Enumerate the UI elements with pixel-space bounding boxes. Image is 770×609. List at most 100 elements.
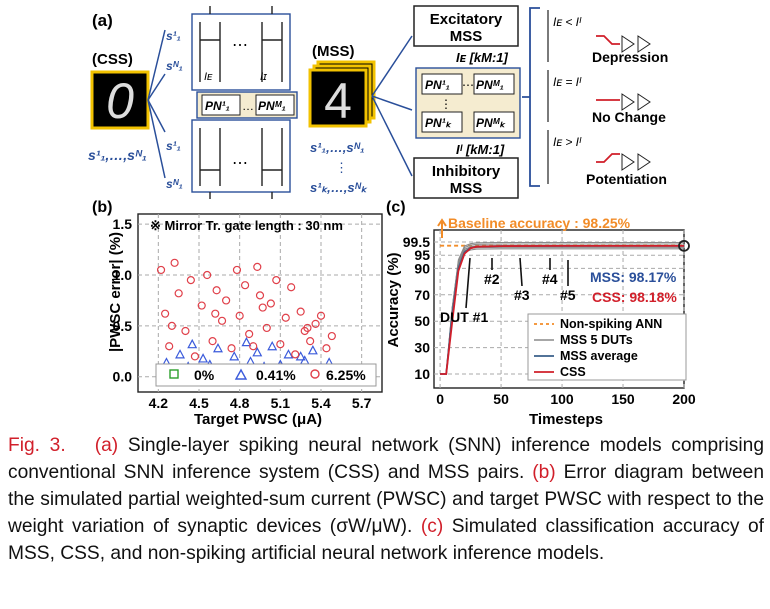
point-625pct (181, 326, 190, 336)
y-tick-label: 90 (414, 260, 430, 276)
caption-b-tag: (b) (532, 462, 556, 483)
point-625pct (165, 342, 174, 351)
baseline-arrow (437, 218, 447, 238)
pn-row-dots: … (242, 99, 254, 113)
point-041pct (252, 347, 263, 357)
legend-c-1: MSS 5 DUTs (560, 333, 633, 347)
point-625pct (197, 301, 206, 310)
css-circuit-bottom (191, 119, 291, 199)
point-625pct (232, 265, 242, 275)
mss-inputs-vdots: ⋮ (335, 160, 348, 175)
mode-depression: Iᴇ < Iᴵ Depression (547, 10, 668, 65)
legend-b-1: 0.41% (256, 367, 296, 383)
panel-c-xlabel: Timesteps (529, 411, 603, 428)
excitatory-mss-line2: MSS (450, 28, 483, 45)
x-tick-label: 50 (493, 391, 509, 407)
pn-grid-1M: PNᴹ₁ (476, 78, 504, 92)
legend-b-0: 0% (194, 367, 215, 383)
point-625pct (245, 329, 254, 339)
css-inputs: s¹₁,…,sᴺ₁ (88, 147, 147, 163)
point-625pct (306, 337, 315, 346)
excitatory-mss-box (413, 5, 519, 47)
point-625pct (262, 323, 271, 333)
point-625pct (240, 281, 250, 290)
y-tick-label: 10 (414, 366, 430, 382)
x-tick-label: 4.2 (149, 395, 169, 411)
css-digit: 0 (106, 73, 134, 129)
point-625pct (190, 352, 200, 361)
pn-grid-hdots: ⋯ (462, 78, 474, 92)
point-625pct (272, 276, 281, 285)
baseline-text: Baseline accuracy : 98.25% (448, 215, 631, 231)
ratio-e: Iᴇ [kM:1] (456, 50, 509, 65)
mss-inputs-bottom: s¹ₖ,…,sᴺₖ (310, 180, 368, 195)
annot-4: #4 (542, 271, 558, 287)
inhibitory-mss-line1: Inhibitory (432, 163, 501, 180)
point-041pct (229, 351, 240, 361)
point-041pct (212, 342, 223, 353)
caption-b-text: Error diagram between the simulated part… (8, 462, 764, 537)
css-dots-bottom: ⋯ (232, 155, 248, 172)
point-041pct (187, 338, 198, 349)
panel-b: (b) |PWSC error| (%) 0.0 0.5 1.0 1.5 4.2 4.5 4… (92, 199, 383, 428)
mss-label: (MSS) (312, 43, 355, 60)
caption-a-tag: (a) (94, 435, 119, 456)
y-tick-label: 0.0 (113, 369, 133, 385)
point-625pct (211, 309, 220, 318)
panel-a-label: (a) (92, 11, 113, 30)
x-tick-label: 200 (672, 391, 696, 407)
css-s1-label: s¹₁ (166, 29, 181, 43)
caption-fig: Fig. 3. (8, 435, 66, 456)
css-sN-label-b: sᴺ₁ (166, 177, 183, 191)
panel-c-legend: Non-spiking ANN MSS 5 DUTs MSS average C… (527, 313, 687, 381)
y-tick-label: 30 (414, 340, 430, 356)
point-625pct (156, 265, 166, 275)
panel-c-label: (c) (386, 199, 406, 216)
series-css (440, 245, 684, 375)
point-625pct (276, 340, 285, 349)
inhibitory-mss-box (413, 157, 519, 199)
legend-c-2: MSS average (560, 349, 638, 363)
css-dots-top: ⋯ (232, 37, 248, 54)
point-625pct (212, 286, 221, 295)
mss-digit: 4 (324, 73, 352, 129)
css-fan (147, 29, 166, 179)
mode-depression-label: Depression (592, 49, 668, 65)
annot-2: #2 (484, 271, 500, 287)
legend-c-3: CSS (560, 365, 586, 379)
y-tick-label: 95 (414, 247, 430, 263)
y-tick-label: 70 (414, 287, 430, 303)
mode-potentiation-label: Potentiation (586, 171, 667, 187)
point-625pct (170, 258, 179, 267)
endpoint-marker (678, 239, 690, 252)
point-625pct (227, 344, 236, 353)
mss-inputs-top: s¹₁,…,sᴺ₁ (310, 140, 365, 155)
pn-row-first: PN¹₁ (205, 99, 230, 113)
point-625pct (311, 319, 320, 328)
mode-no-change: Iᴇ = Iᴵ No Change (547, 70, 666, 125)
annot-dut1: DUT #1 (440, 309, 488, 325)
annot-5: #5 (560, 287, 576, 303)
point-041pct (307, 345, 318, 355)
modes-bracket (522, 7, 540, 187)
x-tick-label: 4.8 (230, 395, 250, 411)
css-label: (CSS) (92, 51, 133, 68)
panel-c-ylabel: Accuracy (%) (385, 252, 402, 347)
point-625pct (174, 289, 183, 298)
x-tick-label: 5.4 (311, 395, 331, 411)
pn-grid-11: PN¹₁ (425, 78, 450, 92)
caption-c-text: Simulated classification accuracy of MSS… (8, 516, 764, 564)
mode-depression-condition: Iᴇ < Iᴵ (553, 15, 582, 29)
panel-b-note: ※ Mirror Tr. gate length : 30 nm (150, 218, 343, 233)
y-tick-label: 0.5 (113, 318, 133, 334)
css-circuit-top (191, 6, 291, 91)
plot-frame (137, 213, 383, 393)
mode-no-change-label: No Change (592, 109, 666, 125)
ratio-i: Iᴵ [kM:1] (456, 142, 505, 157)
ii-label: Iɪ (260, 71, 268, 83)
mode-no-change-condition: Iᴇ = Iᴵ (553, 75, 582, 89)
x-tick-label: 5.1 (271, 395, 291, 411)
annot-arrows (465, 257, 569, 309)
mss-fan (371, 35, 413, 177)
